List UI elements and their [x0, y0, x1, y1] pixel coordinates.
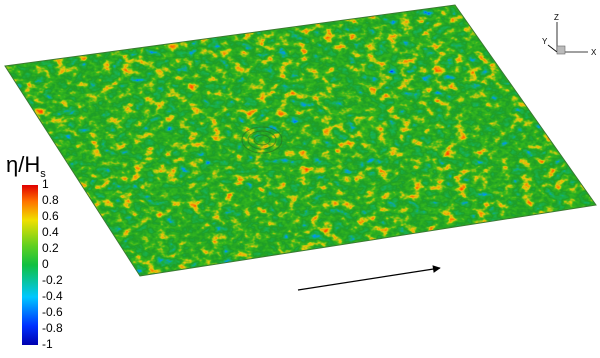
colorbar-tick-label: 0.8: [42, 193, 59, 207]
colorbar-scale: [22, 185, 38, 345]
wave-surface: [5, 5, 596, 276]
axes-triad: Z X Y: [542, 13, 597, 57]
colorbar-tick-label: -0.6: [42, 305, 63, 319]
colorbar-tick-label: 0.2: [42, 241, 59, 255]
colorbar-tick-label: 0.4: [42, 225, 59, 239]
colorbar-title: η/Hs: [6, 152, 46, 180]
direction-arrow: [297, 265, 441, 291]
colorbar-tick-label: 1: [42, 177, 49, 191]
colorbar-tick-label: 0.6: [42, 209, 59, 223]
colorbar-tick-label: -0.4: [42, 289, 63, 303]
colorbar-label: η/H: [6, 152, 40, 177]
colorbar-tick-label: -0.8: [42, 321, 63, 335]
colorbar-tick-label: 0: [42, 257, 49, 271]
colorbar-subscript: s: [40, 168, 46, 180]
surface-edge: [4, 4, 597, 277]
axis-label-x: X: [591, 48, 597, 57]
colorbar: η/Hs 1 0.8 0.6 0.4 0.2 0 -0.2 -0.4 -0.6 -0.8 -1: [6, 152, 63, 351]
axis-label-z: Z: [554, 13, 559, 22]
axis-label-y: Y: [542, 37, 548, 46]
colorbar-tick-label: -1: [42, 337, 53, 351]
colorbar-tick-label: -0.2: [42, 273, 63, 287]
